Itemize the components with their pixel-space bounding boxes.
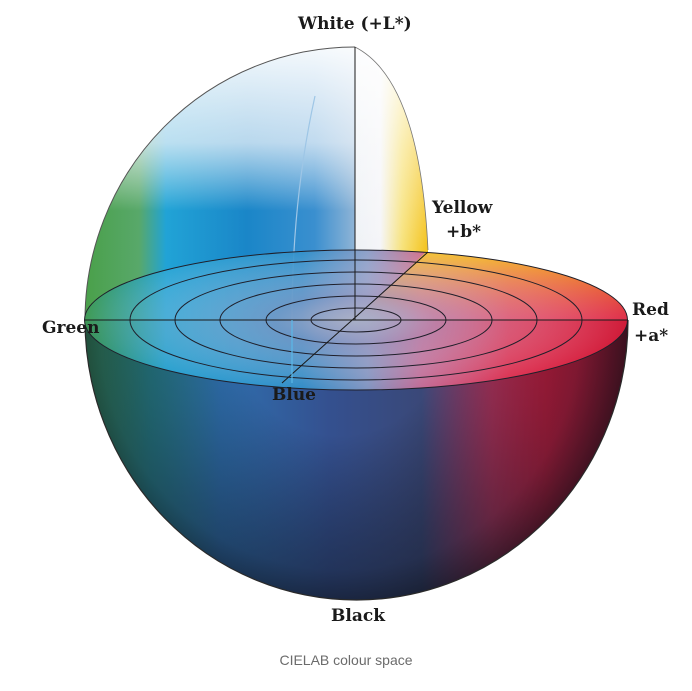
label-red: Red — [632, 300, 669, 320]
label-white-l: White (+L*) — [298, 14, 412, 34]
cielab-diagram: White (+L*) Yellow +b* Red +a* Green Blu… — [42, 14, 669, 626]
figure-caption: CIELAB colour space — [279, 652, 413, 668]
axes — [85, 47, 628, 384]
label-yellow: Yellow — [432, 198, 493, 218]
label-plus-b: +b* — [446, 222, 482, 242]
label-plus-a: +a* — [634, 326, 669, 346]
label-black: Black — [331, 606, 385, 626]
lower-hemisphere — [84, 319, 629, 601]
b-axis — [281, 251, 429, 384]
label-green: Green — [42, 318, 100, 338]
label-blue: Blue — [272, 385, 317, 405]
cielab-sphere-illustration — [84, 46, 629, 601]
